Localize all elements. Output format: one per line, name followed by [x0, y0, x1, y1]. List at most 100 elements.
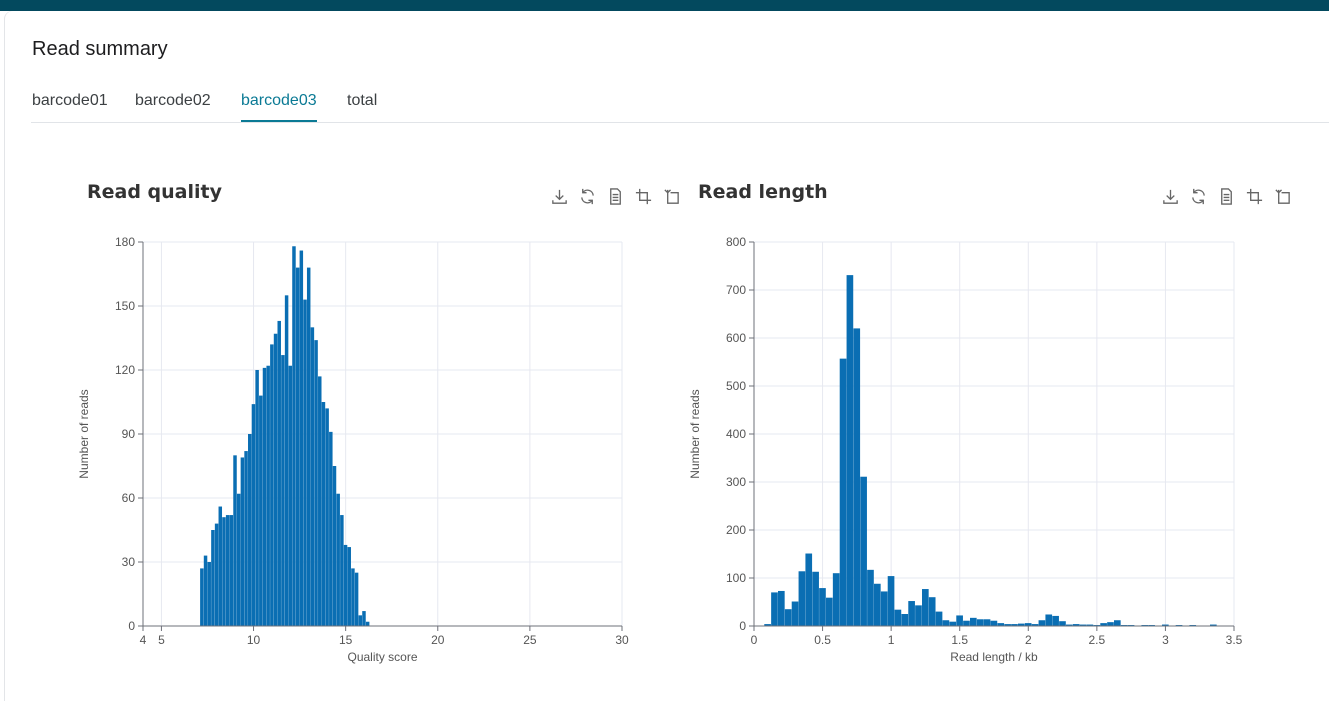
histogram-bar	[819, 588, 826, 626]
histogram-bar	[252, 404, 255, 626]
tab-total[interactable]: total	[347, 88, 377, 121]
histogram-bar	[936, 612, 943, 626]
y-tick-label: 150	[115, 299, 135, 313]
page-title: Read summary	[32, 38, 168, 61]
histogram-bar	[325, 408, 328, 626]
x-tick-label: 1	[888, 633, 895, 647]
histogram-bar	[318, 376, 321, 626]
histogram-bar	[336, 494, 339, 626]
download-icon[interactable]	[1161, 187, 1180, 206]
histogram-bar	[200, 568, 203, 626]
histogram-bar	[296, 268, 299, 626]
histogram-bar	[805, 554, 812, 626]
histogram-bar	[963, 621, 970, 626]
histogram-bar	[956, 615, 963, 626]
histogram-bar	[344, 545, 347, 626]
data-view-icon[interactable]	[1217, 187, 1236, 206]
histogram-bar	[211, 530, 214, 626]
tab-barcode01[interactable]: barcode01	[32, 88, 108, 121]
histogram-bar	[255, 370, 258, 626]
histogram-bar	[300, 251, 303, 626]
histogram-bar	[799, 571, 806, 626]
histogram-bar	[1052, 616, 1059, 626]
histogram-bar	[233, 455, 236, 626]
histogram-bar	[888, 576, 895, 626]
histogram-bar	[970, 618, 977, 626]
y-tick-label: 800	[726, 235, 746, 249]
zoom-icon[interactable]	[1245, 187, 1264, 206]
histogram-bar	[281, 355, 284, 626]
histogram-bar	[840, 359, 847, 626]
y-tick-label: 90	[122, 427, 136, 441]
histogram-bar	[833, 573, 840, 626]
download-icon[interactable]	[550, 187, 569, 206]
histogram-bar	[1107, 622, 1114, 626]
x-axis-label: Read length / kb	[950, 650, 1038, 664]
histogram-bar	[207, 562, 210, 626]
histogram-bar	[1059, 621, 1066, 626]
refresh-icon[interactable]	[1189, 187, 1208, 206]
histogram-bar	[230, 515, 233, 626]
histogram-bar	[347, 547, 350, 626]
histogram-bar	[771, 592, 778, 626]
histogram-bar	[929, 597, 936, 626]
y-tick-label: 120	[115, 363, 135, 377]
y-axis-label: Number of reads	[77, 389, 91, 478]
x-axis-label: Quality score	[347, 650, 417, 664]
zoom-reset-icon[interactable]	[1273, 187, 1292, 206]
x-tick-label: 5	[158, 633, 165, 647]
y-tick-label: 200	[726, 523, 746, 537]
histogram-bar	[204, 556, 207, 626]
x-tick-label: 4	[140, 633, 147, 647]
x-tick-label: 15	[339, 633, 353, 647]
refresh-icon[interactable]	[578, 187, 597, 206]
y-tick-label: 180	[115, 235, 135, 249]
histogram-bar	[292, 246, 295, 626]
histogram-bar	[355, 573, 358, 626]
zoom-reset-icon[interactable]	[662, 187, 681, 206]
x-tick-label: 3.5	[1226, 633, 1243, 647]
histogram-bar	[263, 368, 266, 626]
histogram-bar	[991, 621, 998, 626]
histogram-bar	[1045, 614, 1052, 626]
y-tick-label: 60	[122, 491, 136, 505]
histogram-bar	[977, 619, 984, 626]
histogram-bar	[860, 477, 867, 626]
histogram-bar	[847, 275, 854, 626]
histogram-bar	[895, 610, 902, 626]
chart-toolbox-read-length	[1161, 187, 1292, 207]
data-view-icon[interactable]	[606, 187, 625, 206]
histogram-bar	[329, 432, 332, 626]
histogram-bar	[366, 622, 369, 626]
histogram-bar	[901, 614, 908, 626]
histogram-bar	[812, 572, 819, 626]
tab-barcode03[interactable]: barcode03	[241, 88, 317, 122]
histogram-bar	[881, 591, 888, 626]
histogram-bar	[226, 515, 229, 626]
histogram-bar	[259, 396, 262, 626]
histogram-bar	[307, 268, 310, 626]
x-tick-label: 2	[1025, 633, 1032, 647]
y-tick-label: 400	[726, 427, 746, 441]
histogram-bar	[867, 570, 874, 626]
histogram-bar	[333, 466, 336, 626]
histogram-bar	[222, 517, 225, 626]
histogram-bar	[314, 340, 317, 626]
y-tick-label: 700	[726, 283, 746, 297]
zoom-icon[interactable]	[634, 187, 653, 206]
histogram-bar	[908, 601, 915, 626]
histogram-bar	[241, 457, 244, 626]
y-tick-label: 300	[726, 475, 746, 489]
y-tick-label: 0	[128, 619, 135, 633]
tab-barcode02[interactable]: barcode02	[135, 88, 211, 121]
histogram-bar	[1114, 620, 1121, 626]
histogram-bar	[248, 434, 251, 626]
x-tick-label: 25	[523, 633, 537, 647]
histogram-bar	[922, 589, 929, 626]
histogram-bar	[792, 602, 799, 626]
chart-toolbox-read-quality	[550, 187, 681, 207]
histogram-bar	[1039, 620, 1046, 626]
histogram-bar	[785, 609, 792, 626]
